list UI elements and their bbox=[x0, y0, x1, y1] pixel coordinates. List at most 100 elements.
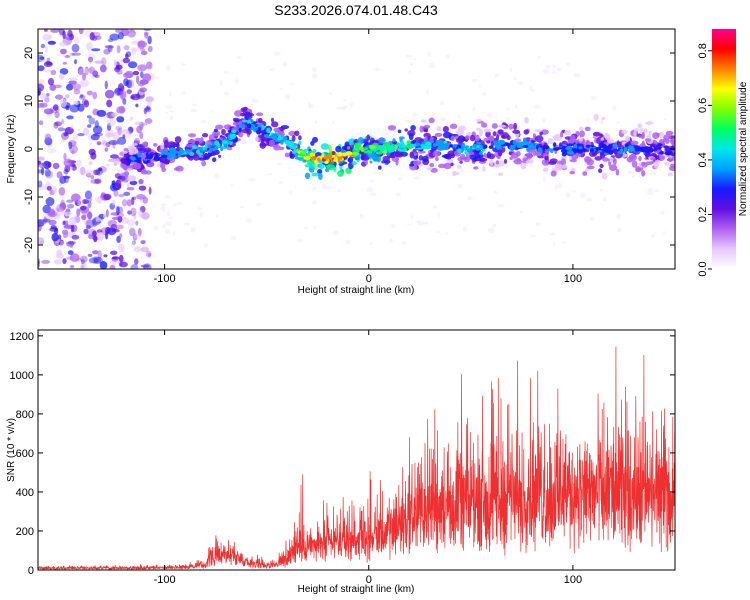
spectrogram-cell bbox=[119, 261, 128, 268]
spectrogram-cell bbox=[442, 131, 452, 139]
spectrogram-cell bbox=[360, 80, 364, 85]
spectrogram-cell bbox=[297, 143, 301, 150]
y-tick-label: 400 bbox=[16, 487, 34, 499]
spectrogram-cell bbox=[498, 139, 505, 145]
spectrogram-cell bbox=[140, 264, 150, 268]
spectrogram-cell bbox=[38, 90, 41, 96]
spectrogram-cell bbox=[61, 132, 69, 140]
spectrogram-cell bbox=[137, 227, 142, 237]
spectrogram-cell bbox=[165, 105, 173, 109]
spectrogram-cell bbox=[572, 148, 578, 153]
spectrogram-cell bbox=[114, 140, 120, 145]
spectrogram-cell bbox=[562, 164, 568, 169]
spectrogram-cell bbox=[279, 87, 283, 91]
spectrogram-cell bbox=[408, 70, 412, 74]
spectrogram-cell bbox=[68, 141, 73, 150]
spectrogram-cell bbox=[77, 129, 81, 133]
spectrogram-cell bbox=[56, 171, 63, 179]
spectrogram-cell bbox=[397, 177, 403, 181]
spectrogram-cell bbox=[266, 127, 271, 134]
spectrogram-cell bbox=[229, 141, 233, 145]
spectrogram-cell bbox=[130, 207, 137, 217]
spectrogram-cell bbox=[100, 64, 107, 73]
spectrogram-cell bbox=[392, 138, 396, 143]
spectrogram-cell bbox=[169, 110, 174, 113]
spectrogram-cell bbox=[309, 152, 316, 157]
spectrogram-cell bbox=[439, 117, 446, 122]
spectrogram-cell bbox=[633, 130, 637, 138]
spectrogram-cell bbox=[67, 203, 75, 209]
spectrogram-cell bbox=[269, 182, 275, 185]
spectrogram-cell bbox=[364, 150, 368, 154]
spectrogram-cell bbox=[273, 166, 280, 170]
spectrogram-cell bbox=[126, 186, 135, 191]
spectrogram-cell bbox=[230, 183, 234, 187]
spectrogram-cell bbox=[471, 78, 478, 82]
spectrogram-cell bbox=[550, 232, 556, 236]
spectrogram-cell bbox=[237, 71, 244, 77]
spectrogram-cell bbox=[573, 73, 581, 78]
spectrogram-cell bbox=[136, 125, 142, 134]
spectrogram-cell bbox=[153, 76, 160, 80]
spectrogram-cell bbox=[250, 124, 255, 129]
spectrogram-cell bbox=[566, 143, 574, 147]
spectrogram-cell bbox=[130, 95, 136, 100]
spectrogram-cell bbox=[128, 79, 134, 89]
spectrogram-cell bbox=[136, 75, 140, 84]
spectrogram-cell bbox=[444, 232, 449, 235]
spectrogram-cell bbox=[497, 160, 506, 167]
spectrogram-cell bbox=[278, 181, 283, 185]
spectrogram-cell bbox=[298, 66, 301, 73]
spectrogram-cell bbox=[342, 105, 348, 109]
spectrogram-cell bbox=[63, 152, 67, 161]
spectrogram-cell bbox=[80, 259, 85, 265]
spectrogram-cell bbox=[143, 263, 152, 269]
spectrogram-cell bbox=[602, 172, 608, 180]
spectrogram-cell bbox=[670, 137, 675, 144]
spectrogram-cell bbox=[142, 73, 152, 82]
spectrogram-cell bbox=[129, 116, 134, 121]
spectrogram-cell bbox=[88, 66, 96, 74]
spectrogram-cell bbox=[480, 104, 486, 110]
colorbar-tick-label: 0.6 bbox=[697, 98, 709, 113]
spectrogram-cell bbox=[399, 82, 405, 87]
spectrogram-cell bbox=[62, 220, 66, 226]
spectrogram-cell bbox=[38, 79, 45, 84]
spectrogram-cell bbox=[298, 135, 302, 141]
spectrogram-cell bbox=[383, 136, 391, 140]
spectrogram-cell bbox=[223, 91, 230, 96]
spectrogram-cell bbox=[457, 165, 462, 169]
spectrogram-cell bbox=[51, 232, 59, 242]
spectrogram-cell bbox=[579, 126, 584, 132]
spectrogram-cell bbox=[398, 142, 406, 149]
spectrogram-cell bbox=[169, 152, 175, 158]
x-tick-label: -100 bbox=[154, 574, 176, 586]
spectrogram-cell bbox=[600, 137, 604, 141]
spectrogram-cell bbox=[181, 127, 185, 131]
spectrogram-cell bbox=[345, 239, 351, 245]
spectrogram-cell bbox=[69, 253, 80, 262]
spectrogram-cell bbox=[140, 246, 149, 253]
spectrogram-cell bbox=[590, 95, 596, 100]
spectrogram-cell bbox=[240, 138, 247, 145]
spectrogram-cell bbox=[529, 142, 534, 146]
spectrogram-cell bbox=[107, 118, 116, 127]
spectrogram-cell bbox=[71, 150, 75, 154]
spectrogram-cell bbox=[235, 78, 239, 84]
spectrogram-cell bbox=[214, 173, 220, 179]
spectrogram-cell bbox=[439, 101, 445, 106]
spectrogram-cell bbox=[324, 160, 329, 165]
spectrogram-cell bbox=[386, 142, 391, 147]
spectrogram-cell bbox=[429, 162, 435, 168]
spectrogram-cell bbox=[119, 233, 123, 239]
spectrogram-cell bbox=[467, 196, 473, 201]
spectrogram-cell bbox=[63, 220, 69, 226]
spectrogram-cell bbox=[419, 125, 424, 133]
spectrogram-cell bbox=[54, 111, 60, 119]
spectrogram-cell bbox=[78, 29, 84, 35]
spectrogram-cell bbox=[569, 159, 577, 163]
spectrogram-cell bbox=[190, 227, 196, 233]
spectrogram-cell bbox=[395, 192, 401, 197]
spectrogram-cell bbox=[476, 118, 482, 123]
